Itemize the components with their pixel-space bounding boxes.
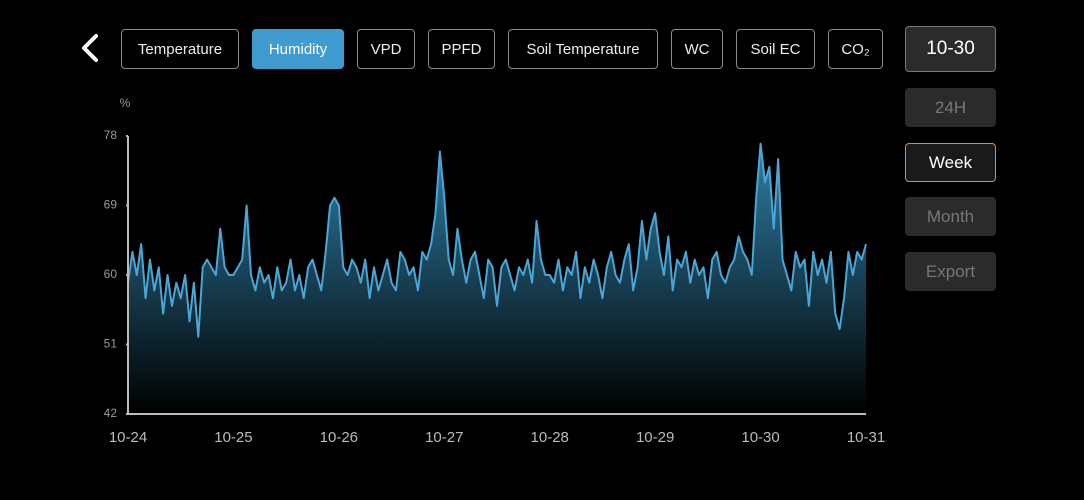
- range-button[interactable]: Month: [905, 197, 996, 236]
- y-tick-label: 60: [104, 267, 118, 281]
- x-tick-label: 10-27: [425, 429, 463, 446]
- range-button[interactable]: Export: [905, 252, 996, 291]
- y-tick-label: 78: [104, 128, 118, 142]
- x-tick-label: 10-28: [531, 429, 569, 446]
- y-tick-label: 51: [104, 337, 118, 351]
- x-tick-label: 10-29: [636, 429, 674, 446]
- range-button[interactable]: 24H: [905, 88, 996, 127]
- x-tick-label: 10-24: [109, 429, 147, 446]
- x-tick-label: 10-25: [214, 429, 252, 446]
- x-tick-label: 10-31: [847, 429, 885, 446]
- area: [128, 143, 866, 414]
- tab[interactable]: Soil Temperature: [508, 29, 658, 69]
- range-button[interactable]: Week: [905, 143, 996, 182]
- tab[interactable]: WC: [671, 29, 723, 69]
- line: [127, 142, 867, 338]
- tab[interactable]: VPD: [357, 29, 415, 69]
- tab[interactable]: PPFD: [428, 29, 495, 69]
- back-button[interactable]: [82, 34, 98, 62]
- tab[interactable]: CO₂: [828, 29, 883, 69]
- tab[interactable]: Soil EC: [736, 29, 815, 69]
- y-tick-label: 42: [104, 406, 118, 420]
- y-axis-label: %: [120, 96, 131, 110]
- tab[interactable]: Temperature: [121, 29, 239, 69]
- x-tick-label: 10-26: [320, 429, 358, 446]
- x-tick-label: 10-30: [741, 429, 779, 446]
- date-button[interactable]: 10-30: [905, 26, 996, 72]
- y-tick-label: 69: [104, 198, 118, 212]
- tab[interactable]: Humidity: [252, 29, 344, 69]
